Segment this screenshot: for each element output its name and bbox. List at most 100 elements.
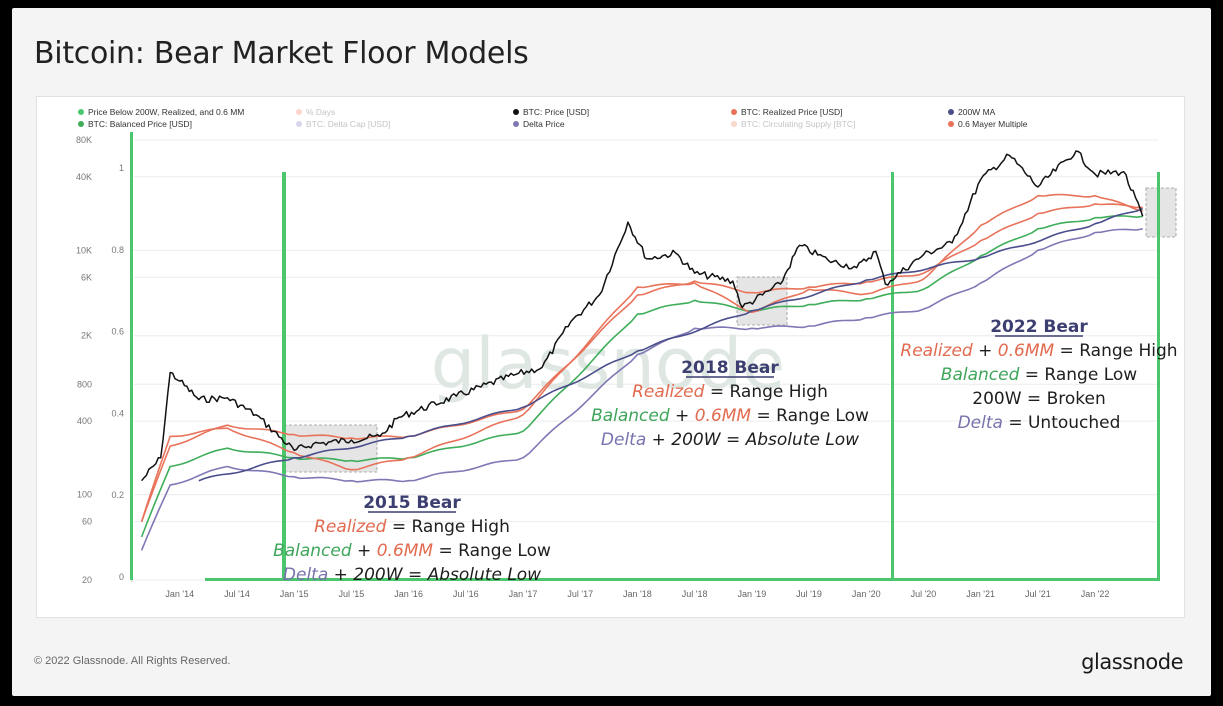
annotation-segment: + 200W = Absolute Low: [646, 430, 859, 450]
legend-swatch: [731, 109, 737, 115]
series-line: [140, 203, 1143, 522]
left-tick-label: 6K: [81, 272, 92, 282]
annotation-segment: 0.6MM: [695, 406, 752, 426]
page-title: Bitcoin: Bear Market Floor Models: [34, 36, 529, 71]
legend-label: BTC: Realized Price [USD]: [741, 107, 843, 117]
legend-swatch: [731, 121, 737, 127]
legend: Price Below 200W, Realized, and 0.6 MM % …: [78, 107, 1028, 129]
legend-label: 0.6 Mayer Multiple: [958, 119, 1028, 129]
left-tick-label: 10K: [76, 245, 92, 255]
legend-label: BTC: Balanced Price [USD]: [88, 119, 192, 129]
right-tick-label: 0.2: [111, 490, 124, 500]
annotation-line: Balanced + 0.6MM = Range Low: [273, 541, 551, 561]
annotation-segment: +: [670, 406, 695, 426]
annotation-segment: Delta: [601, 430, 646, 450]
card: Bitcoin: Bear Market Floor Models © 2022…: [12, 8, 1211, 696]
left-tick-label: 100: [77, 490, 92, 500]
annotation-line: Balanced = Range Low: [941, 365, 1138, 385]
annotations: 2015 Bear Realized = Range High Balanced +…: [273, 317, 1178, 585]
annotation-title: 2022 Bear: [990, 317, 1088, 337]
x-tick-label: Jul '20: [911, 589, 937, 599]
legend-swatch: [78, 121, 84, 127]
annotation-segment: = Range High: [1054, 341, 1177, 361]
annotation-segment: +: [973, 341, 998, 361]
annotation-line: Balanced + 0.6MM = Range Low: [591, 406, 869, 426]
annotation-segment: = Range Low: [751, 406, 869, 426]
x-tick-label: Jan '19: [737, 589, 766, 599]
x-tick-label: Jul '17: [567, 589, 593, 599]
bear-range-box: [1145, 187, 1177, 238]
highlight-bar: [130, 132, 133, 580]
x-tick-label: Jan '14: [165, 589, 194, 599]
x-tick-label: Jul '19: [796, 589, 822, 599]
left-tick-label: 20: [82, 575, 92, 585]
annotation-line: Realized = Range High: [314, 517, 510, 537]
legend-label: 200W MA: [958, 107, 996, 117]
series-line: [140, 193, 1143, 522]
legend-label: BTC: Price [USD]: [523, 107, 589, 117]
annotation-segment: Realized: [314, 517, 387, 537]
left-tick-label: 80K: [76, 135, 92, 145]
highlight-baseline: [205, 578, 1160, 581]
annotation-segment: = Range High: [704, 382, 827, 402]
annotation-segment: Balanced: [591, 406, 670, 426]
series-line: [140, 228, 1143, 551]
series-line: [198, 207, 1144, 482]
left-tick-label: 2K: [81, 331, 92, 341]
left-tick-label: 60: [82, 517, 92, 527]
x-tick-label: Jul '15: [339, 589, 365, 599]
bear-range-box: [283, 424, 378, 473]
annotation-segment: = Range High: [386, 517, 509, 537]
annotation-segment: Realized: [632, 382, 705, 402]
annotation-line: Realized + 0.6MM = Range High: [900, 341, 1177, 361]
x-tick-label: Jul '18: [682, 589, 708, 599]
x-tick-label: Jan '16: [394, 589, 423, 599]
highlight-bars: [130, 132, 1160, 581]
legend-label: % Days: [306, 107, 335, 117]
x-tick-label: Jul '21: [1025, 589, 1051, 599]
x-tick-label: Jan '22: [1081, 589, 1110, 599]
annotation-segment: Balanced: [941, 365, 1020, 385]
annotation-segment: 200W = Broken: [972, 389, 1105, 409]
annotation-line: Delta + 200W = Absolute Low: [601, 430, 859, 450]
x-tick-label: Jan '15: [280, 589, 309, 599]
annotation-segment: + 200W = Absolute Low: [328, 565, 541, 585]
annotation-segment: Balanced: [273, 541, 352, 561]
highlight-bar: [1157, 172, 1160, 580]
x-axis-ticks: Jan '14 Jul '14 Jan '15 Jul '15 Jan '16 Jul '…: [165, 589, 1109, 599]
x-tick-label: Jul '16: [453, 589, 479, 599]
x-tick-label: Jan '21: [966, 589, 995, 599]
x-tick-label: Jan '20: [852, 589, 881, 599]
left-tick-label: 800: [77, 379, 92, 389]
annotation-segment: Delta: [958, 413, 1003, 433]
annotation-title: 2015 Bear: [363, 493, 461, 513]
annotation-segment: = Untouched: [1003, 413, 1120, 433]
annotation-segment: Delta: [283, 565, 328, 585]
legend-swatch: [513, 109, 519, 115]
series-line: [141, 150, 1144, 482]
legend-label: BTC: Delta Cap [USD]: [306, 119, 391, 129]
annotation-line: Delta = Untouched: [958, 413, 1121, 433]
right-tick-label: 0: [119, 572, 124, 582]
right-tick-label: 0.4: [111, 408, 124, 418]
chart-frame: [36, 96, 1185, 618]
right-axis-ticks: 1 0.8 0.6 0.4 0.2 0: [111, 163, 124, 582]
annotation-segment: = Range Low: [1019, 365, 1137, 385]
annotation-title: 2018 Bear: [681, 358, 779, 378]
left-tick-label: 400: [77, 416, 92, 426]
right-tick-label: 1: [119, 163, 124, 173]
annotation-line: Delta + 200W = Absolute Low: [283, 565, 541, 585]
highlight-bar: [282, 172, 286, 580]
right-tick-label: 0.6: [111, 327, 124, 337]
right-tick-label: 0.8: [111, 245, 124, 255]
legend-swatch: [296, 109, 302, 115]
legend-swatch: [78, 109, 84, 115]
left-axis-ticks: 80K 40K 10K 6K 2K 800 400 100 60 20: [76, 135, 92, 585]
bear-range-boxes: [283, 187, 1177, 473]
x-tick-label: Jan '17: [509, 589, 538, 599]
annotation-segment: +: [352, 541, 377, 561]
annotation-line: Realized = Range High: [632, 382, 828, 402]
brand-logo: glassnode: [1081, 650, 1183, 674]
legend-swatch: [948, 121, 954, 127]
